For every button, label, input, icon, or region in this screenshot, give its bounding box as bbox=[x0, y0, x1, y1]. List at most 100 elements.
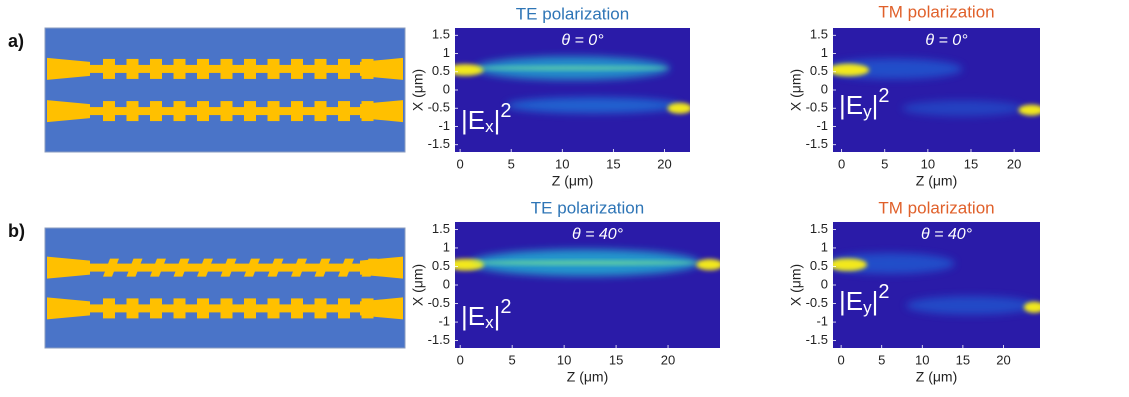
y-tick-label: -1.5 bbox=[428, 136, 450, 151]
field-sub: y bbox=[863, 298, 872, 317]
field-label: |Ey|2 bbox=[839, 85, 890, 121]
x-tick-label: 15 bbox=[964, 156, 978, 171]
field-open: |E bbox=[839, 90, 863, 120]
x-tick-label: 10 bbox=[915, 352, 929, 367]
waveguide-tooth bbox=[314, 298, 327, 319]
x-axis-label: Z (μm) bbox=[567, 369, 609, 385]
waveguide-taper bbox=[47, 100, 90, 123]
field-open: |E bbox=[461, 301, 485, 331]
field-intensity bbox=[455, 258, 485, 271]
y-tick-label: 0 bbox=[443, 81, 450, 96]
waveguide-tooth bbox=[291, 258, 307, 277]
field-intensity bbox=[833, 58, 963, 80]
y-tick-label: -1.5 bbox=[806, 332, 828, 347]
angle-annotation: θ = 40° bbox=[572, 226, 624, 243]
x-tick-label: 5 bbox=[878, 352, 885, 367]
y-tick-label: 0 bbox=[821, 81, 828, 96]
field-intensity bbox=[1018, 104, 1040, 116]
y-tick-label: 1.5 bbox=[810, 221, 828, 236]
y-tick-label: -0.5 bbox=[428, 100, 450, 115]
waveguide-tooth bbox=[291, 101, 303, 122]
y-axis-label: X (μm) bbox=[788, 69, 804, 111]
x-axis-label: Z (μm) bbox=[552, 173, 594, 189]
waveguide-tooth bbox=[173, 298, 186, 319]
x-tick-label: 0 bbox=[838, 156, 845, 171]
field-label: |Ex|2 bbox=[461, 296, 512, 332]
waveguide-tooth bbox=[150, 58, 162, 79]
x-tick-label: 5 bbox=[509, 352, 516, 367]
x-tick-label: 10 bbox=[921, 156, 935, 171]
waveguide-tooth bbox=[338, 298, 350, 319]
panel-title: TE polarization bbox=[516, 4, 629, 23]
waveguide-tooth bbox=[220, 58, 233, 79]
schematic-background bbox=[44, 27, 406, 153]
waveguide-tooth bbox=[173, 101, 186, 122]
field-glow bbox=[455, 249, 720, 277]
y-tick-label: 0 bbox=[821, 276, 828, 291]
panel-title: TM polarization bbox=[878, 2, 994, 21]
field-close: | bbox=[872, 286, 879, 316]
waveguide-tooth bbox=[291, 298, 303, 319]
waveguide-tooth bbox=[150, 298, 162, 319]
waveguide-tooth bbox=[150, 258, 166, 277]
field-intensity bbox=[833, 258, 868, 271]
waveguide-tooth bbox=[173, 258, 190, 277]
y-tick-label: -1.5 bbox=[428, 332, 450, 347]
x-tick-label: 15 bbox=[609, 352, 623, 367]
waveguide-tooth bbox=[126, 58, 139, 79]
waveguide-tooth bbox=[103, 258, 119, 277]
x-tick-label: 10 bbox=[557, 352, 571, 367]
field-glow bbox=[455, 56, 690, 114]
waveguide-tooth bbox=[314, 101, 327, 122]
waveguide-tooth bbox=[103, 298, 115, 319]
waveguide-tooth bbox=[244, 101, 256, 122]
field-label: |Ey|2 bbox=[839, 281, 890, 317]
waveguide-tooth bbox=[267, 101, 280, 122]
waveguide-tooth bbox=[197, 298, 209, 319]
field-intensity bbox=[906, 296, 1036, 315]
waveguide-tooth bbox=[338, 258, 354, 277]
field-close: | bbox=[494, 301, 501, 331]
y-tick-label: 0.5 bbox=[432, 258, 450, 273]
waveguide-tooth bbox=[314, 58, 327, 79]
y-tick-label: 0.5 bbox=[810, 63, 828, 78]
schematic-background bbox=[44, 227, 406, 349]
waveguide-tooth bbox=[361, 298, 374, 319]
field-intensity bbox=[833, 253, 955, 274]
field-open: |E bbox=[461, 105, 485, 135]
waveguide-taper bbox=[47, 57, 90, 80]
field-sub: x bbox=[485, 313, 494, 332]
y-tick-label: 1.5 bbox=[432, 221, 450, 236]
waveguide-tooth bbox=[244, 298, 256, 319]
x-tick-label: 20 bbox=[996, 352, 1010, 367]
field-intensity bbox=[902, 100, 1023, 117]
field-sub: x bbox=[485, 117, 494, 136]
x-axis-label: Z (μm) bbox=[916, 173, 958, 189]
field-intensity bbox=[455, 64, 484, 76]
field-power: 2 bbox=[878, 281, 889, 303]
field-power: 2 bbox=[500, 296, 511, 318]
waveguide-tooth bbox=[126, 298, 139, 319]
y-tick-label: 0 bbox=[443, 276, 450, 291]
field-glow bbox=[833, 253, 1040, 315]
waveguide-tooth bbox=[338, 58, 350, 79]
y-tick-label: 0.5 bbox=[432, 63, 450, 78]
field-map bbox=[455, 222, 720, 348]
field-power: 2 bbox=[878, 85, 889, 107]
field-close: | bbox=[872, 90, 879, 120]
waveguide-tooth bbox=[197, 58, 209, 79]
row-label: b) bbox=[8, 221, 25, 241]
field-map bbox=[833, 28, 1040, 152]
y-tick-label: 0.5 bbox=[810, 258, 828, 273]
field-intensity bbox=[833, 63, 870, 77]
x-tick-label: 20 bbox=[1007, 156, 1021, 171]
waveguide-tooth bbox=[103, 101, 115, 122]
x-tick-label: 0 bbox=[838, 352, 845, 367]
field-sub: y bbox=[863, 102, 872, 121]
field-label: |Ex|2 bbox=[461, 100, 512, 136]
x-tick-label: 20 bbox=[661, 352, 675, 367]
field-intensity bbox=[475, 65, 670, 71]
waveguide-tooth bbox=[103, 58, 115, 79]
field-open: |E bbox=[839, 286, 863, 316]
